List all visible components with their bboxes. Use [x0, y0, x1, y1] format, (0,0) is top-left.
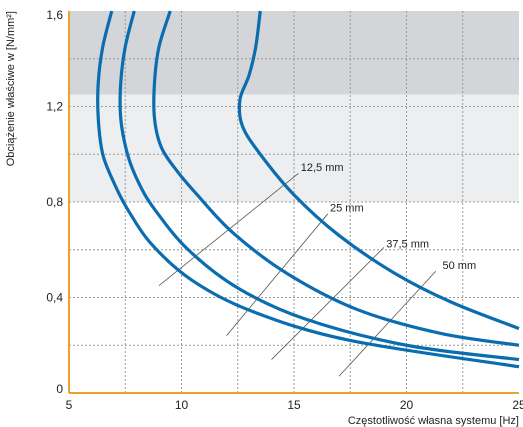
y-tick-label: 0,4 — [46, 291, 63, 305]
annotation-label: 37,5 mm — [386, 238, 429, 250]
x-tick-label: 20 — [400, 398, 414, 412]
series-line-3 — [152, 10, 520, 347]
y-tick-label: 0,8 — [46, 195, 63, 209]
annotation-labels: 12,5 mm 25 mm 37,5 mm 50 mm — [301, 162, 476, 272]
grid — [69, 11, 519, 393]
series-line-4 — [237, 10, 520, 331]
y-tick-label: 1,2 — [46, 100, 63, 114]
x-tick-label: 15 — [287, 398, 301, 412]
x-tick-label: 25 — [512, 398, 523, 412]
series-line-2 — [118, 10, 520, 362]
x-tick-label: 5 — [66, 398, 73, 412]
series-lines — [96, 10, 520, 369]
annotation-label: 25 mm — [330, 203, 364, 215]
annotation-leader — [226, 213, 329, 336]
y-axis-title: Obciążenie właściwe w [N/mm²] — [5, 11, 17, 166]
y-tick-label: 1,6 — [46, 8, 63, 22]
annotation-label: 50 mm — [443, 260, 477, 272]
axes — [68, 11, 519, 394]
x-axis-title: Częstotliwość własna systemu [Hz] — [348, 415, 519, 427]
y-tick-label: 0 — [56, 382, 63, 396]
annotation-leader — [271, 247, 385, 360]
tick-labels: 5 10 15 20 25 0 0,4 0,8 1,2 1,6 — [46, 8, 523, 412]
series-line-1 — [96, 10, 520, 369]
x-tick-label: 10 — [175, 398, 189, 412]
annotation-label: 12,5 mm — [301, 162, 344, 174]
